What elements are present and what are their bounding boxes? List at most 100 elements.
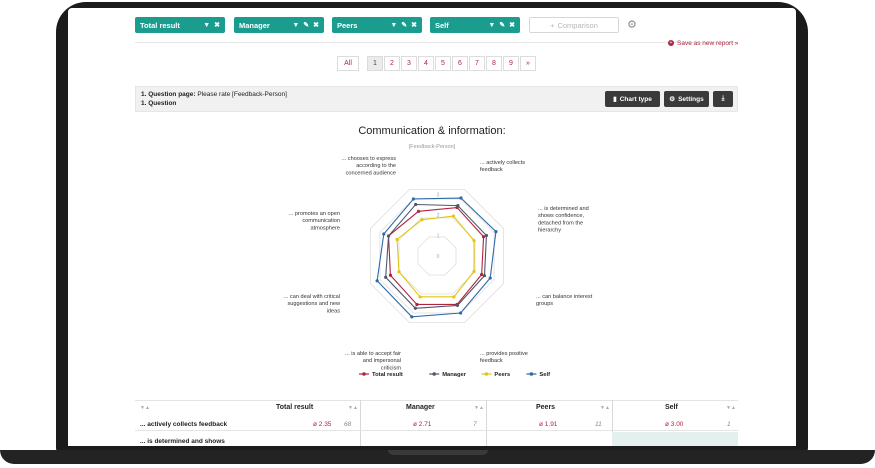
column-header-peers[interactable]: Peers bbox=[536, 404, 556, 411]
sort-icon[interactable]: ▼▲ bbox=[726, 405, 736, 411]
page-all[interactable]: All bbox=[337, 56, 359, 71]
sort-icon[interactable]: ▼▲ bbox=[140, 405, 150, 411]
table-row-label: ... actively collects feedback bbox=[140, 421, 228, 428]
chevron-down-icon[interactable]: ▼ bbox=[203, 21, 211, 29]
chevron-down-icon[interactable]: ▼ bbox=[488, 21, 496, 29]
page-5[interactable]: 5 bbox=[435, 56, 451, 71]
page-1[interactable]: 1 bbox=[367, 56, 383, 71]
gear-icon[interactable]: ⚙ bbox=[627, 19, 637, 31]
data-point bbox=[459, 311, 463, 315]
filter-total-result[interactable]: Total result ▼ ✖ bbox=[135, 17, 225, 33]
legend-label: Self bbox=[539, 372, 550, 378]
axis-label: ... can deal with critical suggestions an… bbox=[284, 294, 341, 314]
scale-label: 2 bbox=[437, 213, 440, 219]
legend-label: Peers bbox=[494, 372, 510, 378]
axis-label: ... provides positive feedback bbox=[480, 351, 528, 364]
table-header-line bbox=[135, 400, 738, 401]
page-3[interactable]: 3 bbox=[401, 56, 417, 71]
column-divider bbox=[486, 400, 487, 446]
filter-self[interactable]: Self ▼ ✎ ✖ bbox=[430, 17, 520, 33]
page-4[interactable]: 4 bbox=[418, 56, 434, 71]
sort-icon[interactable]: ▼▲ bbox=[474, 405, 484, 411]
table-cell-count: 68 bbox=[344, 421, 352, 428]
axis-label: ... promotes an open communication atmosph… bbox=[289, 211, 340, 231]
scale-label: 1 bbox=[437, 233, 440, 239]
comparison-label: Comparison bbox=[557, 20, 598, 30]
axis-label: ... can balance interest groups bbox=[536, 294, 593, 307]
page-next[interactable]: » bbox=[520, 56, 536, 71]
filter-manager[interactable]: Manager ▼ ✎ ✖ bbox=[234, 17, 324, 33]
data-point bbox=[451, 214, 456, 218]
filter-peers[interactable]: Peers ▼ ✎ ✖ bbox=[332, 17, 422, 33]
data-point bbox=[395, 237, 399, 242]
save-report-link[interactable]: + Save as new report » bbox=[668, 40, 738, 47]
table-cell-value: ø 3.00 bbox=[665, 421, 684, 428]
page-6[interactable]: 6 bbox=[452, 56, 468, 71]
settings-button[interactable]: ⚙ Settings bbox=[664, 91, 709, 107]
data-point bbox=[413, 306, 417, 310]
plus-icon: + bbox=[550, 20, 555, 30]
pencil-icon[interactable]: ✎ bbox=[303, 22, 310, 29]
table-cell-count: 11 bbox=[595, 421, 602, 428]
scale-label: 3 bbox=[437, 192, 440, 198]
data-point bbox=[480, 272, 484, 277]
chevron-down-icon[interactable]: ▼ bbox=[390, 21, 398, 29]
chart-title: Communication & information: bbox=[358, 125, 506, 137]
filter-label: Self bbox=[435, 20, 449, 30]
column-header-manager[interactable]: Manager bbox=[406, 404, 435, 411]
question-title-text: Please rate [Feedback-Person] bbox=[195, 91, 287, 98]
column-divider bbox=[360, 400, 361, 446]
chevron-down-icon[interactable]: ▼ bbox=[292, 21, 300, 29]
column-header-total-result[interactable]: Total result bbox=[276, 404, 314, 411]
table-cell-value: ø 2.71 bbox=[413, 421, 432, 428]
row-divider bbox=[135, 430, 738, 431]
close-icon[interactable]: ✖ bbox=[411, 22, 417, 29]
data-point bbox=[482, 274, 487, 278]
data-point bbox=[494, 229, 498, 234]
data-point bbox=[455, 303, 460, 308]
pencil-icon[interactable]: ✎ bbox=[499, 22, 506, 29]
question-title-bold: 1. Question page: bbox=[141, 91, 196, 98]
data-point bbox=[456, 204, 460, 208]
data-point bbox=[481, 235, 486, 239]
table-cell-value: ø 2.35 bbox=[313, 421, 332, 428]
download-button[interactable]: ⤓ bbox=[713, 91, 733, 107]
download-icon: ⤓ bbox=[721, 95, 725, 102]
filter-label: Manager bbox=[239, 20, 270, 30]
data-point bbox=[388, 273, 393, 277]
divider bbox=[135, 42, 738, 43]
data-point bbox=[411, 197, 415, 201]
legend-marker bbox=[362, 372, 366, 376]
data-point bbox=[472, 239, 476, 243]
chart-type-button[interactable]: ▮ Chart type bbox=[605, 91, 660, 107]
grid-ring bbox=[398, 217, 476, 295]
page-2[interactable]: 2 bbox=[384, 56, 400, 71]
data-point bbox=[410, 315, 414, 319]
data-point bbox=[384, 275, 388, 279]
legend-marker bbox=[529, 372, 534, 376]
page-9[interactable]: 9 bbox=[503, 56, 519, 71]
chart-type-label: Chart type bbox=[619, 95, 652, 103]
column-header-self[interactable]: Self bbox=[665, 404, 678, 411]
close-icon[interactable]: ✖ bbox=[214, 22, 220, 29]
data-point bbox=[386, 234, 391, 238]
sort-icon[interactable]: ▼▲ bbox=[600, 405, 610, 411]
page-7[interactable]: 7 bbox=[469, 56, 485, 71]
gear-icon: ⚙ bbox=[669, 96, 676, 103]
app-screen: Total result ▼ ✖ Manager ▼ ✎ ✖ Peers ▼ ✎… bbox=[68, 8, 796, 446]
data-point bbox=[452, 295, 456, 299]
data-point bbox=[415, 302, 419, 307]
question-bar: 1. Question page: Please rate [Feedback-… bbox=[135, 86, 738, 112]
close-icon[interactable]: ✖ bbox=[313, 22, 319, 29]
chart-subtitle: [Feedback-Person] bbox=[408, 144, 456, 150]
comparison-button[interactable]: + Comparison bbox=[529, 17, 619, 33]
table-cell-count: 7 bbox=[473, 421, 477, 428]
legend-marker bbox=[432, 372, 437, 376]
sort-icon[interactable]: ▼▲ bbox=[348, 405, 358, 411]
close-icon[interactable]: ✖ bbox=[509, 22, 515, 29]
bar-chart-icon: ▮ bbox=[613, 96, 617, 103]
page-8[interactable]: 8 bbox=[486, 56, 502, 71]
data-point bbox=[488, 276, 492, 280]
pencil-icon[interactable]: ✎ bbox=[401, 22, 408, 29]
settings-label: Settings bbox=[678, 95, 704, 103]
